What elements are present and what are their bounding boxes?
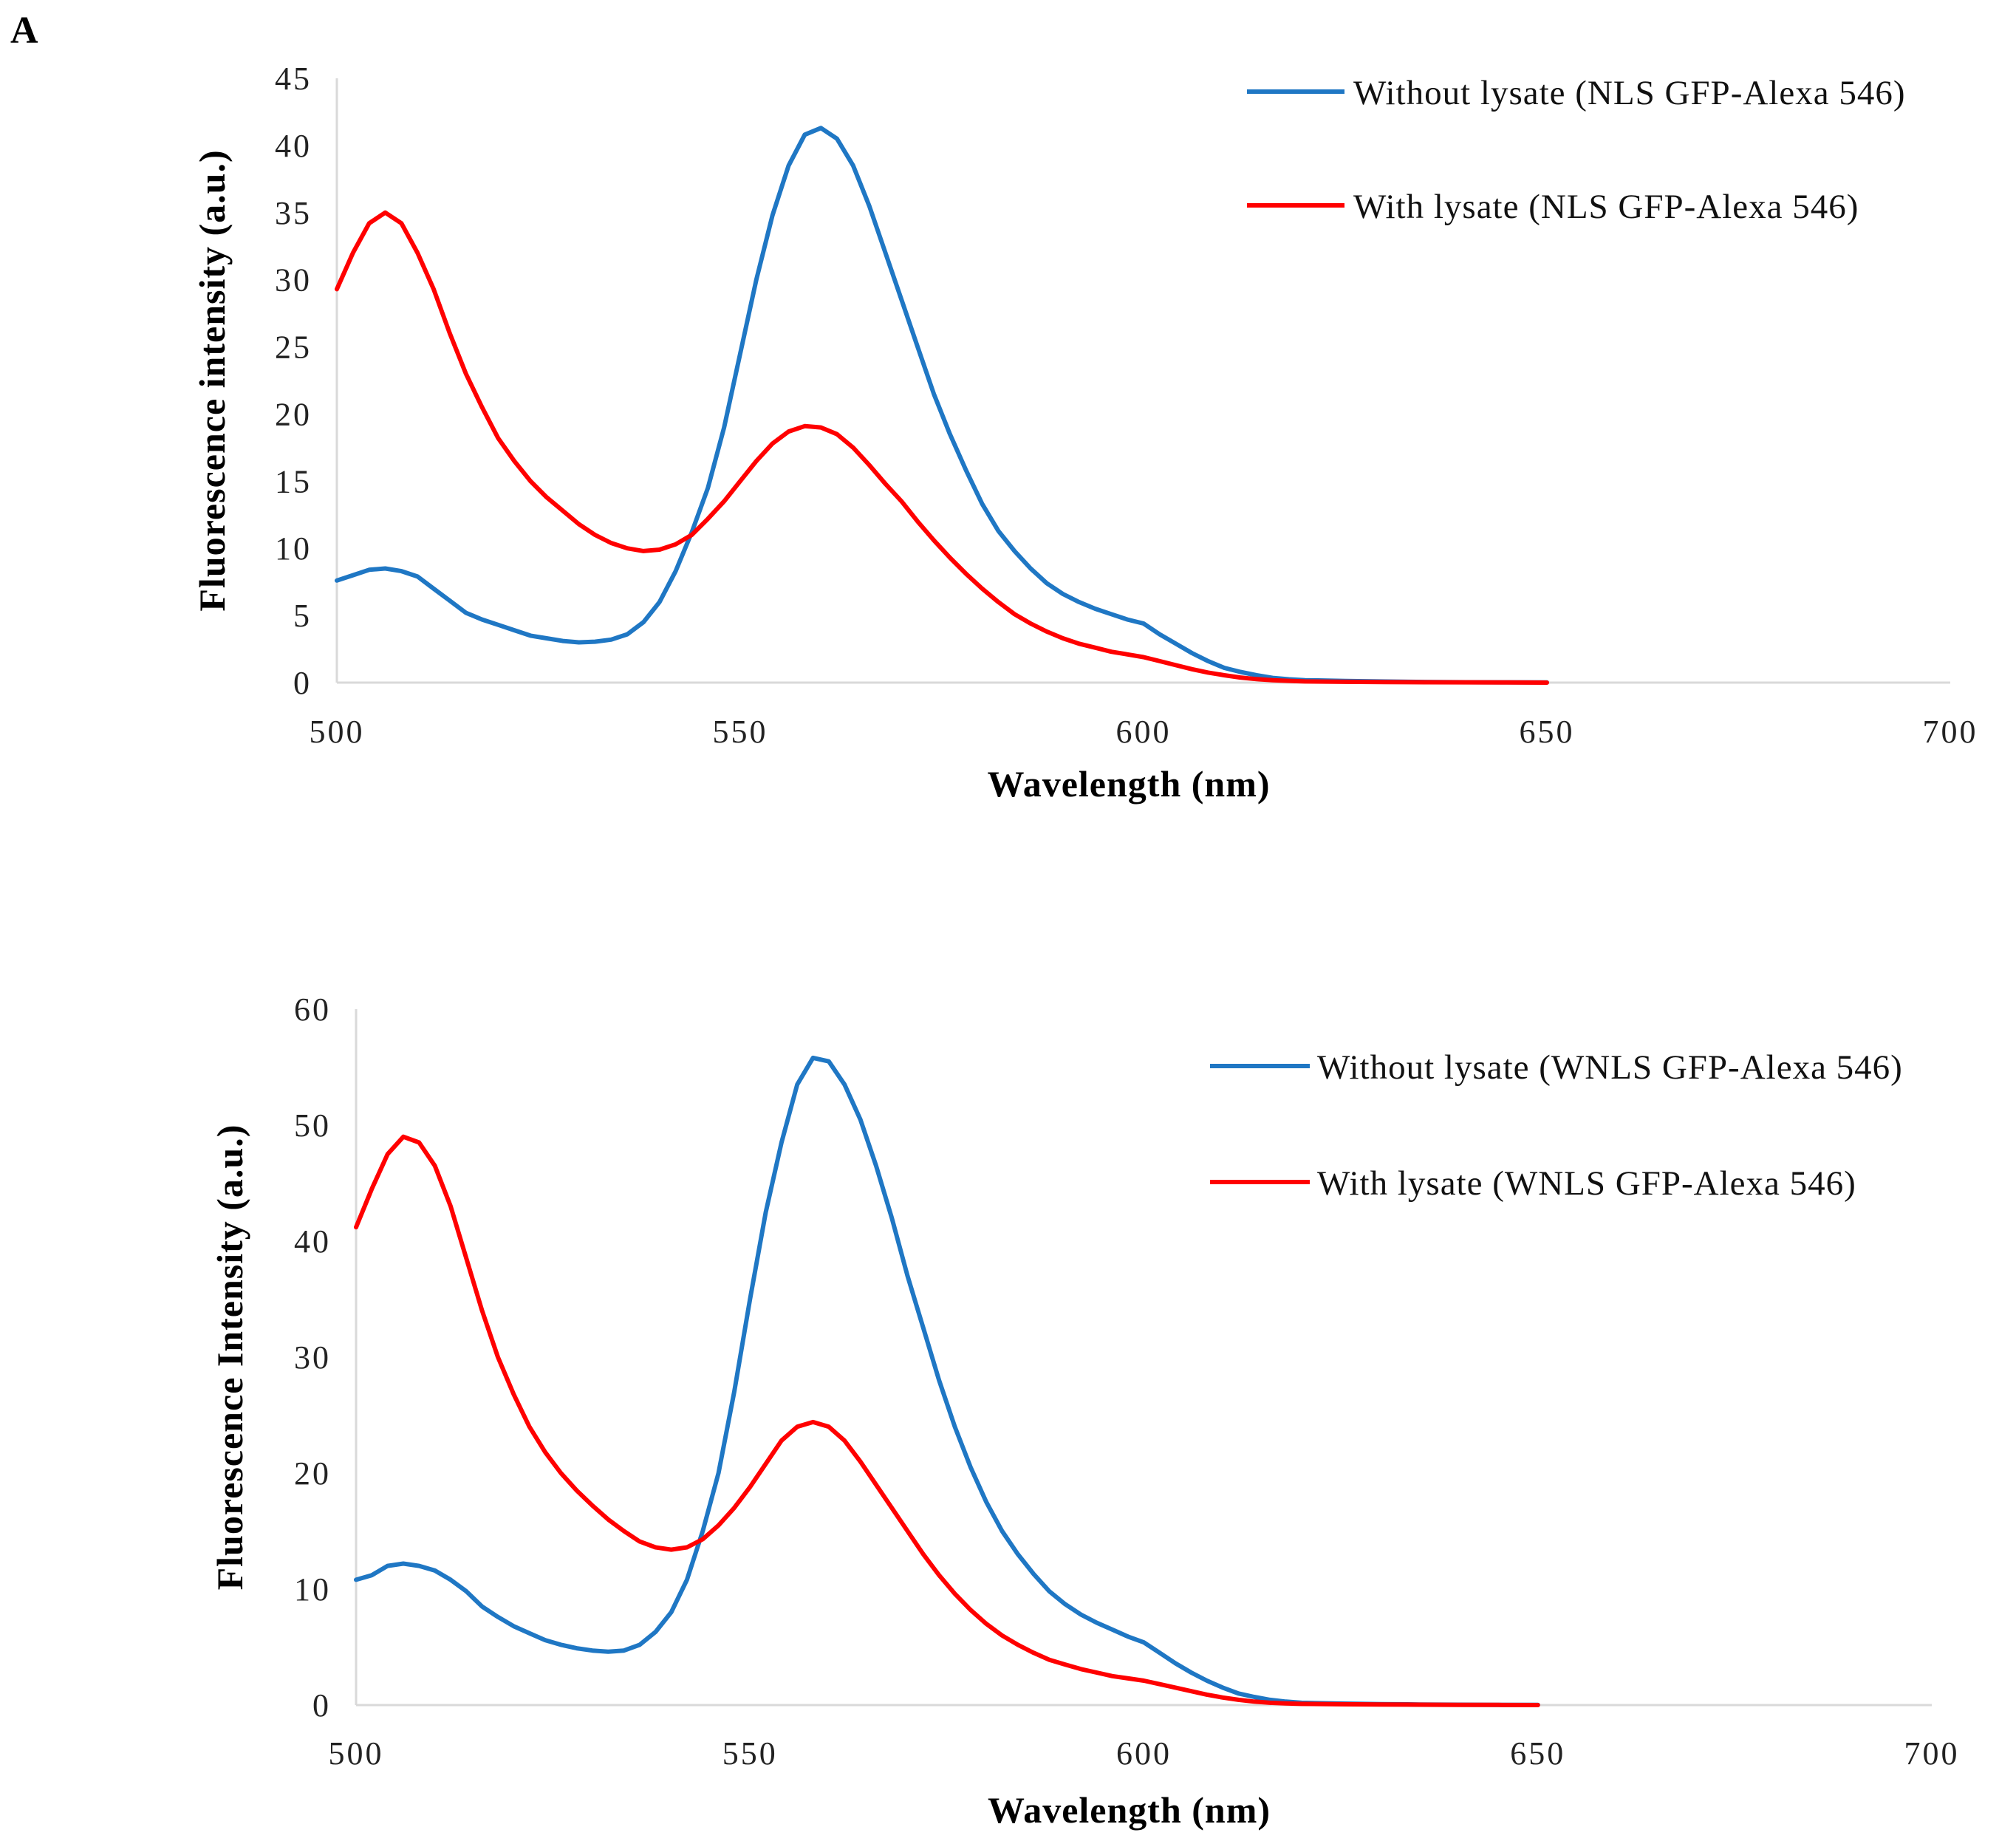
- x-tick-label: 650: [1520, 714, 1575, 750]
- y-tick-label: 0: [312, 1687, 331, 1724]
- y-tick-label: 35: [275, 195, 312, 231]
- y-tick-label: 40: [294, 1223, 331, 1260]
- y-tick-label: 10: [275, 530, 312, 567]
- x-tick-label: 550: [713, 714, 768, 750]
- x-tick-label: 700: [1904, 1735, 1960, 1772]
- y-axis-title: Fluorescence intensity (a.u.): [191, 149, 233, 611]
- x-tick-label: 600: [1116, 1735, 1172, 1772]
- y-tick-label: 20: [275, 396, 312, 432]
- y-tick-label: 30: [294, 1339, 331, 1376]
- y-tick-label: 25: [275, 329, 312, 366]
- y-tick-label: 40: [275, 128, 312, 164]
- y-tick-label: 45: [275, 61, 312, 97]
- chart-top: 0 5 10 15 20 25 30 35 40 45 500 550 600 650 700 Wavelen…: [191, 61, 1978, 805]
- x-tick-label: 500: [310, 714, 365, 750]
- x-tick-label: 650: [1510, 1735, 1565, 1772]
- y-tick-label: 15: [275, 463, 312, 499]
- panel-label: A: [10, 10, 38, 52]
- y-tick-label: 0: [293, 665, 312, 701]
- series-line-with-lysate: [335, 210, 1549, 685]
- y-tick-label: 30: [275, 262, 312, 298]
- chart-bottom: 0 10 20 30 40 50 60 500 550 600 650 700 Wavelength (…: [209, 991, 1960, 1831]
- y-tick-label: 5: [293, 598, 312, 634]
- x-tick-label: 550: [722, 1735, 778, 1772]
- y-tick-label: 60: [294, 991, 331, 1028]
- x-axis-title: Wavelength (nm): [987, 763, 1270, 805]
- legend-label: With lysate (WNLS GFP-Alexa 546): [1317, 1164, 1856, 1203]
- x-tick-label: 500: [329, 1735, 384, 1772]
- series-line-with-lysate: [354, 1134, 1540, 1707]
- y-tick-label: 50: [294, 1107, 331, 1144]
- legend-label: Without lysate (WNLS GFP-Alexa 546): [1317, 1048, 1903, 1087]
- y-tick-label: 10: [294, 1571, 331, 1608]
- y-axis-title: Fluorescence Intensity (a.u.): [209, 1124, 250, 1591]
- x-axis-title: Wavelength (nm): [988, 1789, 1271, 1831]
- y-tick-label: 20: [294, 1455, 331, 1492]
- series-line-without-lysate: [335, 126, 1549, 685]
- legend-label: With lysate (NLS GFP-Alexa 546): [1353, 188, 1859, 226]
- series-line-without-lysate: [354, 1055, 1540, 1707]
- x-tick-label: 700: [1923, 714, 1978, 750]
- legend-label: Without lysate (NLS GFP-Alexa 546): [1353, 74, 1905, 112]
- x-tick-label: 600: [1116, 714, 1172, 750]
